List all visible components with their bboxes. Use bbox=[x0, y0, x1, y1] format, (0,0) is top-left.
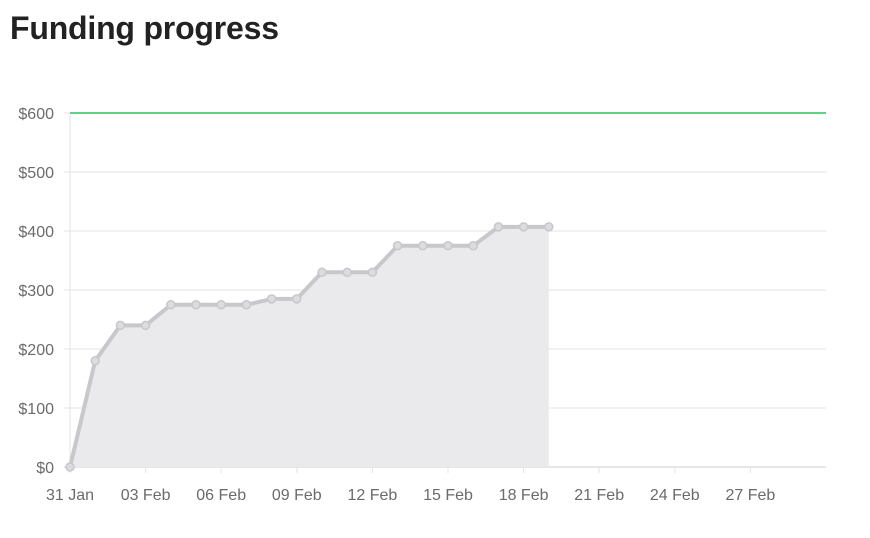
data-point bbox=[65, 462, 75, 472]
data-point bbox=[443, 241, 453, 251]
data-point bbox=[342, 267, 352, 278]
x-tick-label: 18 Feb bbox=[499, 487, 549, 504]
data-point bbox=[266, 294, 277, 304]
y-tick-label: $300 bbox=[18, 283, 54, 300]
data-point bbox=[115, 320, 126, 331]
data-point bbox=[367, 267, 378, 278]
x-tick-label: 06 Feb bbox=[196, 487, 246, 504]
data-point bbox=[140, 320, 151, 331]
data-point bbox=[292, 294, 302, 304]
data-point bbox=[544, 222, 554, 232]
data-point bbox=[392, 241, 403, 251]
data-point bbox=[216, 300, 226, 310]
x-tick-label: 03 Feb bbox=[121, 487, 171, 504]
data-point bbox=[241, 300, 252, 310]
x-tick-label: 21 Feb bbox=[574, 487, 624, 504]
x-tick-label: 31 Jan bbox=[46, 487, 94, 504]
series-area bbox=[70, 226, 549, 467]
data-point bbox=[418, 241, 428, 251]
y-tick-label: $200 bbox=[18, 342, 54, 359]
x-tick-label: 12 Feb bbox=[347, 487, 397, 504]
y-tick-label: $100 bbox=[18, 401, 54, 418]
y-tick-label: $400 bbox=[18, 224, 54, 241]
data-point bbox=[191, 300, 201, 310]
data-point bbox=[493, 222, 504, 232]
data-point bbox=[317, 267, 327, 278]
data-point bbox=[468, 241, 478, 251]
y-tick-label: $600 bbox=[18, 106, 54, 123]
data-point bbox=[518, 222, 529, 232]
data-point bbox=[166, 300, 176, 310]
x-tick-label: 24 Feb bbox=[650, 487, 700, 504]
x-tick-label: 27 Feb bbox=[725, 487, 775, 504]
data-point bbox=[90, 356, 100, 366]
x-tick-label: 15 Feb bbox=[423, 487, 473, 504]
x-tick-label: 09 Feb bbox=[272, 487, 322, 504]
page-title: Funding progress bbox=[10, 10, 279, 46]
y-tick-label: $0 bbox=[36, 460, 54, 477]
y-tick-label: $500 bbox=[18, 165, 54, 182]
